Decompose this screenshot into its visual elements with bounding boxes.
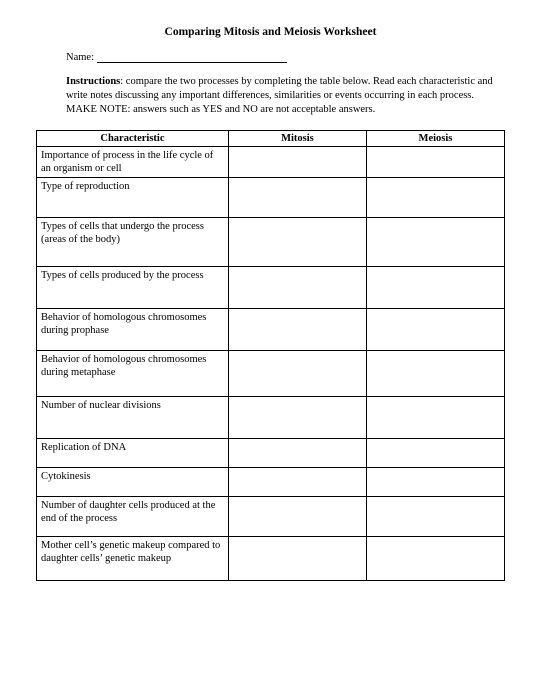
characteristic-cell: Behavior of homologous chromosomes durin…	[37, 350, 229, 396]
mitosis-cell[interactable]	[228, 217, 366, 266]
table-row: Number of daughter cells produced at the…	[37, 496, 505, 536]
header-mitosis: Mitosis	[228, 130, 366, 146]
meiosis-cell[interactable]	[366, 308, 504, 350]
page-title: Comparing Mitosis and Meiosis Worksheet	[36, 26, 505, 38]
table-body: Importance of process in the life cycle …	[37, 146, 505, 580]
meiosis-cell[interactable]	[366, 496, 504, 536]
worksheet-page: Comparing Mitosis and Meiosis Worksheet …	[0, 0, 541, 601]
mitosis-cell[interactable]	[228, 266, 366, 308]
table-row: Mother cell’s genetic makeup compared to…	[37, 536, 505, 580]
meiosis-cell[interactable]	[366, 266, 504, 308]
characteristic-cell: Cytokinesis	[37, 467, 229, 496]
table-header-row: Characteristic Mitosis Meiosis	[37, 130, 505, 146]
characteristic-cell: Number of daughter cells produced at the…	[37, 496, 229, 536]
header-meiosis: Meiosis	[366, 130, 504, 146]
meiosis-cell[interactable]	[366, 177, 504, 217]
comparison-table: Characteristic Mitosis Meiosis Importanc…	[36, 130, 505, 581]
mitosis-cell[interactable]	[228, 350, 366, 396]
mitosis-cell[interactable]	[228, 438, 366, 467]
name-field-row: Name:	[66, 52, 505, 63]
mitosis-cell[interactable]	[228, 146, 366, 177]
meiosis-cell[interactable]	[366, 350, 504, 396]
table-row: Types of cells that undergo the process …	[37, 217, 505, 266]
meiosis-cell[interactable]	[366, 217, 504, 266]
meiosis-cell[interactable]	[366, 467, 504, 496]
table-row: Types of cells produced by the process	[37, 266, 505, 308]
instructions-block: Instructions: compare the two processes …	[66, 75, 495, 118]
table-row: Replication of DNA	[37, 438, 505, 467]
meiosis-cell[interactable]	[366, 536, 504, 580]
mitosis-cell[interactable]	[228, 308, 366, 350]
characteristic-cell: Types of cells that undergo the process …	[37, 217, 229, 266]
meiosis-cell[interactable]	[366, 396, 504, 438]
instructions-body: : compare the two processes by completin…	[66, 76, 493, 115]
characteristic-cell: Number of nuclear divisions	[37, 396, 229, 438]
meiosis-cell[interactable]	[366, 438, 504, 467]
mitosis-cell[interactable]	[228, 396, 366, 438]
name-label: Name:	[66, 52, 94, 63]
table-row: Cytokinesis	[37, 467, 505, 496]
table-row: Importance of process in the life cycle …	[37, 146, 505, 177]
characteristic-cell: Type of reproduction	[37, 177, 229, 217]
characteristic-cell: Mother cell’s genetic makeup compared to…	[37, 536, 229, 580]
mitosis-cell[interactable]	[228, 177, 366, 217]
instructions-label: Instructions	[66, 76, 120, 87]
characteristic-cell: Importance of process in the life cycle …	[37, 146, 229, 177]
table-row: Behavior of homologous chromosomes durin…	[37, 350, 505, 396]
meiosis-cell[interactable]	[366, 146, 504, 177]
characteristic-cell: Behavior of homologous chromosomes durin…	[37, 308, 229, 350]
name-input-blank[interactable]	[97, 52, 287, 63]
mitosis-cell[interactable]	[228, 467, 366, 496]
characteristic-cell: Types of cells produced by the process	[37, 266, 229, 308]
mitosis-cell[interactable]	[228, 496, 366, 536]
characteristic-cell: Replication of DNA	[37, 438, 229, 467]
header-characteristic: Characteristic	[37, 130, 229, 146]
table-row: Type of reproduction	[37, 177, 505, 217]
mitosis-cell[interactable]	[228, 536, 366, 580]
table-row: Behavior of homologous chromosomes durin…	[37, 308, 505, 350]
table-row: Number of nuclear divisions	[37, 396, 505, 438]
